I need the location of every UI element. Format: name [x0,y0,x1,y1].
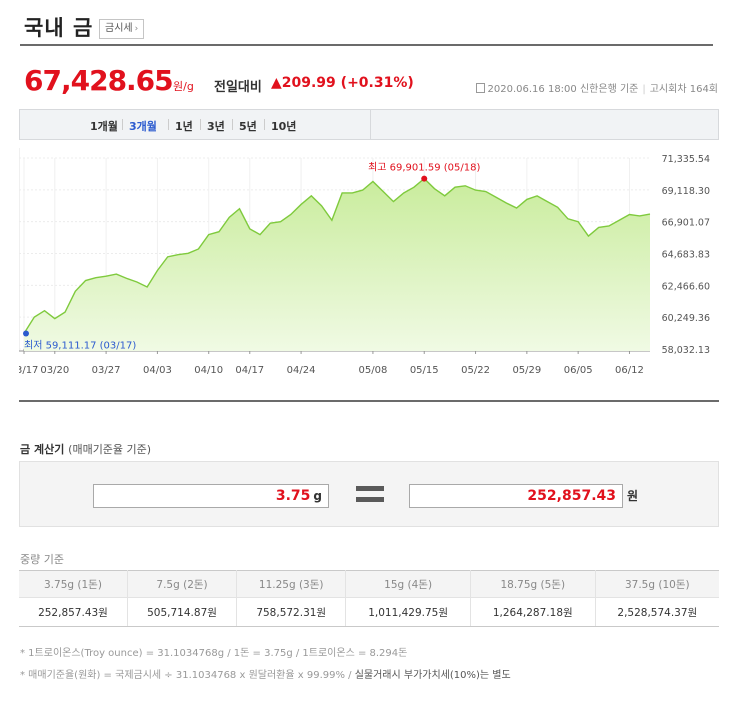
weight-value: 2,528,574.37원 [594,597,719,627]
footnote-1: * 1트로이온스(Troy ounce) = 31.1034768g / 1돈 … [20,648,408,659]
won-value: 252,857.43 [527,488,616,504]
y-tick-label: 64,683.83 [662,250,710,261]
price-area [24,178,650,351]
tab-3-year[interactable]: 3년 [207,120,225,133]
gram-unit: g [313,489,322,503]
weight-table: 3.75g (1돈) 7.5g (2돈) 11.25g (3돈) 15g (4돈… [19,570,719,627]
weight-value: 505,714.87원 [126,597,238,627]
weight-value-row: 252,857.43원 505,714.87원 758,572.31원 1,01… [19,597,719,627]
footnotes: * 1트로이온스(Troy ounce) = 31.1034768g / 1돈 … [20,643,511,687]
calculator-title: 금 계산기 (매매기준율 기준) [20,441,151,457]
gold-price-chart[interactable]: 71,335.54 69,118.30 66,901.07 64,683.83 62,4… [19,148,719,380]
x-tick-label: 03/20 [40,365,69,376]
x-tick-label: 05/15 [410,365,439,376]
x-tick-label: 04/10 [194,365,223,376]
weight-header: 3.75g (1돈) [19,570,128,598]
tag-button-label: 금시세 [105,23,133,34]
price-summary: 67,428.65 원/g 전일대비 ▲209.99 (+0.31%) 2020… [20,60,720,100]
max-point [421,175,428,182]
tab-5-year[interactable]: 5년 [239,120,257,133]
weight-header: 15g (4돈) [345,570,471,598]
weight-value: 252,857.43원 [19,597,128,627]
weight-header-row: 3.75g (1돈) 7.5g (2돈) 11.25g (3돈) 15g (4돈… [19,570,719,598]
current-price: 67,428.65 [24,64,174,97]
weight-value: 1,011,429.75원 [345,597,471,627]
equals-icon [356,486,384,504]
page-title: 국내 금 [24,16,94,40]
calculator-title-text: 금 계산기 [20,443,65,456]
won-unit: 원 [627,489,639,503]
price-line [23,177,651,334]
x-tick-label: 06/12 [615,365,644,376]
x-tick-label: 04/24 [287,365,316,376]
y-tick-label: 69,118.30 [662,186,710,197]
calculator-box: 3.75 g 252,857.43 원 [19,461,719,527]
gram-value: 3.75 [275,488,311,504]
period-tabs-group: 1개월 3개월 1년 3년 5년 10년 [20,110,371,139]
min-point [23,330,29,337]
x-tick-label: 05/08 [359,365,388,376]
weight-value: 758,572.31원 [236,597,347,627]
footnote-2-b: 실물거래시 부가가치세(10%)는 별도 [354,670,511,681]
chevron-right-icon: › [134,24,139,34]
price-unit: 원/g [173,80,194,93]
x-tick-label: 05/22 [461,365,490,376]
header: 국내 금 금시세 › [20,10,713,46]
x-tick-label: 03/27 [92,365,121,376]
document-icon [475,83,485,93]
calculator-subtitle: (매매기준율 기준) [68,443,152,456]
x-tick-label: 04/03 [143,365,172,376]
footnote-2: * 매매기준율(원화) = 국제금시세 ÷ 31.1034768 x 원달러환율… [20,665,511,687]
weight-header: 7.5g (2돈) [126,570,238,598]
y-tick-label: 71,335.54 [662,154,710,165]
y-tick-label: 62,466.60 [662,281,710,292]
diff-value: ▲209.99 (+0.31%) [271,75,414,91]
y-tick-label: 58,032.13 [662,345,710,356]
tab-1-month[interactable]: 1개월 [90,120,118,133]
price-basis: 신한은행 기준 [579,84,639,95]
weight-header: 11.25g (3돈) [236,570,347,598]
x-tick-label: 04/17 [235,365,264,376]
y-tick-label: 60,249.36 [662,313,710,324]
diff-label: 전일대비 [214,80,262,95]
weight-header: 18.75g (5돈) [469,570,596,598]
tab-10-year[interactable]: 10년 [271,120,297,133]
weight-header: 37.5g (10돈) [594,570,719,598]
gram-input[interactable]: 3.75 g [93,484,329,508]
price-meta: 2020.06.16 18:00 신한은행 기준 | 고시회차 164회 [475,80,718,95]
section-divider [19,400,719,402]
period-tabs: 1개월 3개월 1년 3년 5년 10년 [19,109,719,140]
price-notice: 고시회차 164회 [649,84,718,95]
x-tick-label: 05/29 [512,365,541,376]
x-tick-label: 06/05 [564,365,593,376]
x-tick-label: 03/17 [19,365,38,376]
tab-1-year[interactable]: 1년 [175,120,193,133]
gold-price-tag-button[interactable]: 금시세 › [99,19,145,39]
weight-title: 중량 기준 [20,553,64,566]
won-output[interactable]: 252,857.43 [409,484,623,508]
y-tick-label: 66,901.07 [662,218,710,229]
weight-value: 1,264,287.18원 [469,597,596,627]
footnote-2-a: * 매매기준율(원화) = 국제금시세 ÷ 31.1034768 x 원달러환율… [20,670,355,681]
price-datetime: 2020.06.16 18:00 [487,84,577,95]
min-label: 최저 59,111.17 (03/17) [24,340,136,352]
tab-3-month[interactable]: 3개월 [129,120,157,133]
max-label: 최고 69,901.59 (05/18) [368,162,480,174]
